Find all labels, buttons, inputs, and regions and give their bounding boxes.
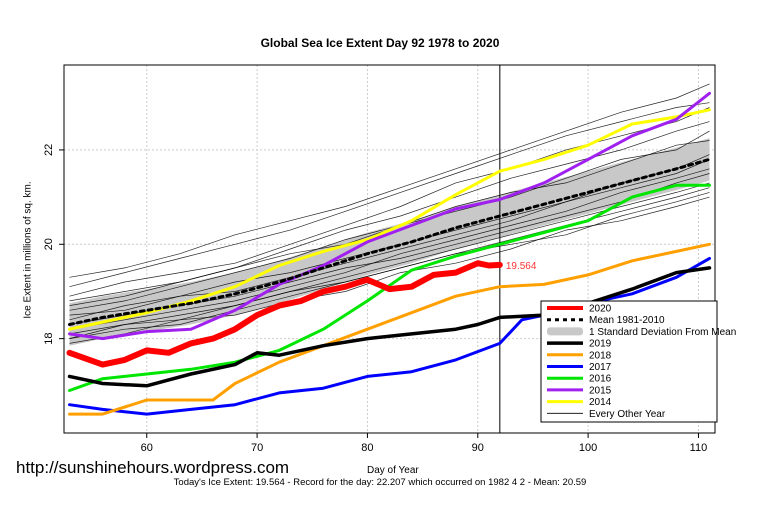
legend-label: 2017 — [589, 362, 612, 373]
x-tick-label: 80 — [361, 442, 373, 454]
other-year-line — [69, 107, 710, 297]
plot-border — [63, 64, 716, 434]
x-tick-label: 90 — [472, 442, 484, 454]
current-value-label: 19.564 — [506, 261, 537, 272]
series-line-mean-1981-2010 — [68, 157, 711, 326]
legend-label: 2020 — [589, 304, 612, 315]
legend-label: 2016 — [589, 374, 612, 385]
other-year-line — [69, 192, 710, 339]
x-axis-label: Day of Year — [367, 465, 419, 476]
series-line-2018 — [68, 242, 711, 416]
y-tick-label: 18 — [43, 333, 55, 345]
other-year-line — [69, 83, 710, 278]
legend-label: 2019 — [589, 339, 612, 350]
other-year-line — [69, 168, 710, 330]
legend-label: Every Other Year — [589, 409, 666, 420]
watermark-url: http://sunshinehours.wordpress.com — [16, 458, 290, 477]
legend-label: Mean 1981-2010 — [589, 315, 665, 326]
other-year-line — [69, 102, 710, 288]
chart-title: Global Sea Ice Extent Day 92 1978 to 202… — [260, 36, 500, 50]
series-line-2020 — [66, 260, 503, 368]
legend-label: 2014 — [589, 397, 612, 408]
other-year-line — [69, 182, 710, 335]
legend-label-std-dev: 1 Standard Deviation From Mean — [589, 327, 736, 338]
legend-label: 2015 — [589, 385, 612, 396]
y-axis-label: Ice Extent in millions of sq. km. — [22, 181, 34, 319]
x-tick-label: 60 — [141, 442, 153, 454]
other-year-line — [69, 121, 710, 302]
x-tick-label: 70 — [251, 442, 263, 454]
y-tick-label: 20 — [43, 238, 55, 250]
x-tick-label: 110 — [690, 442, 708, 454]
legend-label: 2018 — [589, 350, 612, 361]
footnote: Today's Ice Extent: 19.564 - Record for … — [173, 477, 587, 488]
series-line-2016 — [68, 183, 711, 392]
y-tick-label: 22 — [43, 144, 55, 156]
series-line-2015 — [68, 91, 711, 341]
legend-swatch-std-dev — [547, 327, 583, 336]
x-tick-label: 100 — [579, 442, 597, 454]
